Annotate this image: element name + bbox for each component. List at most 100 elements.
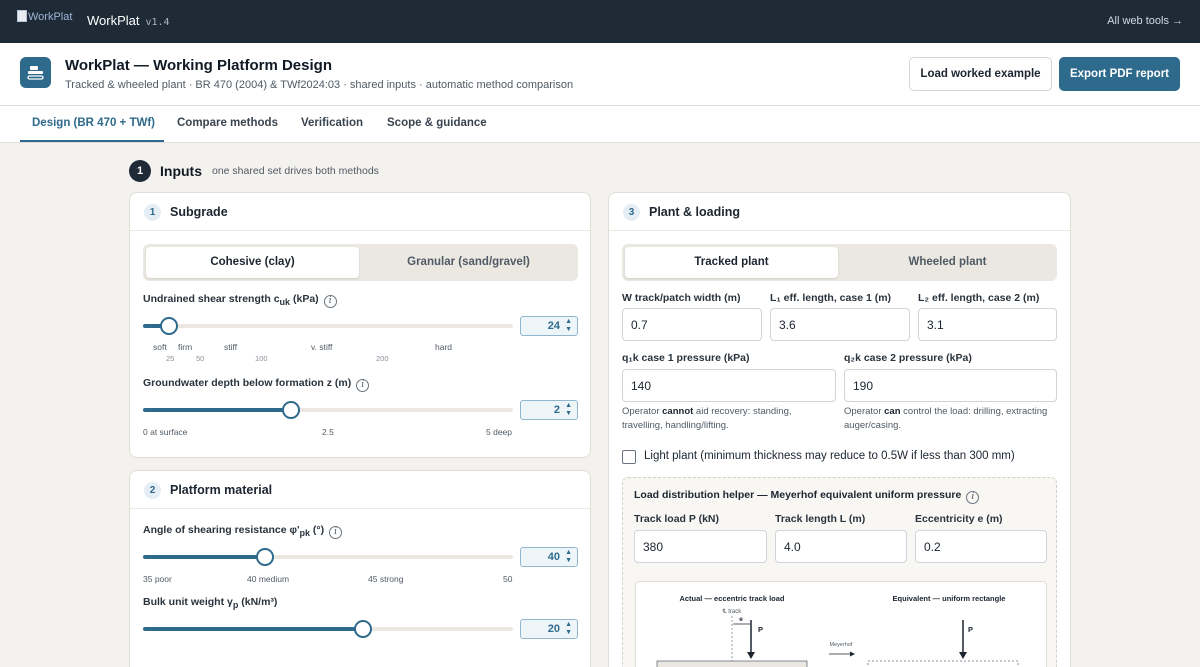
load-example-button[interactable]: Load worked example bbox=[909, 57, 1052, 91]
q2-label: q₂k case 2 pressure (kPa) bbox=[844, 352, 972, 364]
cu-tick-label: hard bbox=[435, 342, 453, 352]
gamma-slider[interactable] bbox=[143, 620, 513, 638]
cu-label: Undrained shear strength cuk (kPa) i bbox=[143, 293, 337, 308]
all-tools-link[interactable]: All web tools → bbox=[1107, 15, 1183, 27]
card-header: 3 Plant & loading bbox=[609, 193, 1070, 231]
info-icon[interactable]: i bbox=[356, 379, 370, 392]
gamma-symbol: γ bbox=[227, 596, 233, 608]
help-text: Operator bbox=[622, 406, 663, 417]
cu-unit: (kPa) bbox=[290, 293, 319, 305]
help-emphasis: can bbox=[884, 406, 901, 417]
groundwater-slider[interactable] bbox=[143, 401, 513, 419]
slider-fill bbox=[143, 555, 265, 559]
l1-input[interactable]: 3.6 bbox=[770, 308, 910, 341]
machine-icon bbox=[27, 66, 44, 80]
stepper-arrows-icon[interactable]: ▲ ▼ bbox=[565, 318, 572, 333]
soil-cohesive-option[interactable]: Cohesive (clay) bbox=[146, 247, 359, 278]
actual-track-block bbox=[656, 660, 808, 667]
slider-thumb[interactable] bbox=[160, 317, 178, 335]
eccentricity-label: Eccentricity e (m) bbox=[915, 513, 1003, 525]
eccentricity-input[interactable]: 0.2 bbox=[915, 530, 1047, 563]
subgrade-card: 1 Subgrade Cohesive (clay) Granular (san… bbox=[129, 192, 591, 458]
gamma-stepper[interactable]: 20 ▲ ▼ bbox=[520, 619, 578, 639]
cu-tick-label: firm bbox=[178, 342, 193, 352]
section-title: Inputs bbox=[160, 163, 202, 179]
brand-label: WorkPlat bbox=[87, 13, 140, 28]
q1-input[interactable]: 140 bbox=[622, 369, 836, 402]
page-subtitle: Tracked & wheeled plant · BR 470 (2004) … bbox=[65, 79, 574, 91]
soil-granular-option[interactable]: Granular (sand/gravel) bbox=[407, 256, 530, 268]
equivalent-rectangle bbox=[867, 660, 1019, 667]
phi-slider[interactable] bbox=[143, 548, 513, 566]
card-title: Subgrade bbox=[170, 205, 228, 219]
stepper-arrows-icon[interactable]: ▲ ▼ bbox=[565, 402, 572, 417]
info-icon[interactable]: i bbox=[329, 526, 343, 539]
phi-stepper[interactable]: 40 ▲ ▼ bbox=[520, 547, 578, 567]
stepper-arrows-icon[interactable]: ▲ ▼ bbox=[565, 621, 572, 636]
gamma-symbol-sub: p bbox=[232, 600, 239, 611]
wheeled-plant-option[interactable]: Wheeled plant bbox=[908, 256, 987, 268]
gamma-label-text: Bulk unit weight bbox=[143, 596, 227, 608]
track-width-symbol: W bbox=[622, 292, 632, 304]
card-number: 3 bbox=[623, 204, 640, 221]
logo-alt-text: WorkPlat bbox=[28, 11, 73, 23]
phi-tick-label: 45 strong bbox=[368, 574, 404, 584]
tab-scope-guidance[interactable]: Scope & guidance bbox=[387, 117, 487, 129]
tab-design[interactable]: Design (BR 470 + TWf) bbox=[32, 117, 156, 129]
phi-unit: (°) bbox=[310, 524, 325, 536]
equivalent-load-title: Equivalent — uniform rectangle bbox=[893, 594, 1006, 603]
app-header: WorkPlat — Working Platform Design Track… bbox=[0, 43, 1200, 106]
logo[interactable]: WorkPlat bbox=[17, 10, 72, 23]
q1-label: q₁k case 1 pressure (kPa) bbox=[622, 352, 750, 364]
track-width-input[interactable]: 0.7 bbox=[622, 308, 762, 341]
slider-fill bbox=[143, 324, 169, 328]
phi-symbol-sub: pk bbox=[299, 528, 310, 539]
tab-compare-methods[interactable]: Compare methods bbox=[177, 117, 278, 129]
groundwater-stepper[interactable]: 2 ▲ ▼ bbox=[520, 400, 578, 420]
stepper-arrows-icon[interactable]: ▲ ▼ bbox=[565, 549, 572, 564]
equivalent-load-symbol: P bbox=[968, 625, 973, 634]
track-width-label: W track/patch width (m) bbox=[622, 292, 740, 304]
tab-verification[interactable]: Verification bbox=[301, 117, 363, 129]
tab-bar: Design (BR 470 + TWf) Compare methods Ve… bbox=[0, 106, 1200, 143]
track-length-input[interactable]: 4.0 bbox=[775, 530, 907, 563]
eccentricity-symbol: e bbox=[739, 616, 743, 623]
cu-tick-label: stiff bbox=[224, 342, 238, 352]
track-load-input[interactable]: 380 bbox=[634, 530, 767, 563]
helper-title-text: Load distribution helper — Meyerhof equi… bbox=[634, 489, 962, 501]
light-plant-label[interactable]: Light plant (minimum thickness may reduc… bbox=[644, 450, 1015, 462]
top-bar: WorkPlat WorkPlat v1.4 All web tools → bbox=[0, 0, 1200, 43]
cu-symbol-sub: uk bbox=[279, 297, 291, 308]
info-icon[interactable]: i bbox=[966, 491, 980, 504]
cu-slider[interactable] bbox=[143, 317, 513, 335]
cu-symbol: c bbox=[273, 293, 280, 305]
phi-tick-label: 40 medium bbox=[247, 574, 290, 584]
slider-thumb[interactable] bbox=[354, 620, 372, 638]
slider-thumb[interactable] bbox=[282, 401, 300, 419]
brand-name: WorkPlat v1.4 bbox=[87, 13, 170, 28]
slider-thumb[interactable] bbox=[256, 548, 274, 566]
l2-label: L₂ eff. length, case 2 (m) bbox=[918, 292, 1040, 304]
cu-stepper[interactable]: 24 ▲ ▼ bbox=[520, 316, 578, 336]
card-number: 1 bbox=[144, 204, 161, 221]
export-pdf-button[interactable]: Export PDF report bbox=[1059, 57, 1180, 91]
stepper-value: 20 bbox=[547, 623, 560, 635]
card-title: Plant & loading bbox=[649, 205, 740, 219]
page-title: WorkPlat — Working Platform Design bbox=[65, 57, 332, 74]
actual-load-arrowhead bbox=[747, 652, 755, 659]
light-plant-checkbox[interactable] bbox=[622, 450, 636, 464]
version-label: v1.4 bbox=[145, 17, 170, 28]
l2-input[interactable]: 3.1 bbox=[918, 308, 1057, 341]
cu-label-text: Undrained shear strength bbox=[143, 293, 274, 305]
helper-title: Load distribution helper — Meyerhof equi… bbox=[634, 489, 980, 504]
stepper-value: 24 bbox=[547, 320, 560, 332]
track-load-label: Track load P (kN) bbox=[634, 513, 720, 525]
gw-tick-label: 2.5 bbox=[322, 427, 334, 437]
cu-tick-label: soft bbox=[153, 342, 167, 352]
case1-help: Operator cannot aid recovery: standing, … bbox=[622, 405, 832, 433]
tracked-plant-option[interactable]: Tracked plant bbox=[625, 247, 838, 278]
cu-tick-number: 25 bbox=[166, 354, 175, 363]
info-icon[interactable]: i bbox=[323, 295, 337, 308]
phi-label-text: Angle of shearing resistance bbox=[143, 524, 290, 536]
q2-input[interactable]: 190 bbox=[844, 369, 1057, 402]
